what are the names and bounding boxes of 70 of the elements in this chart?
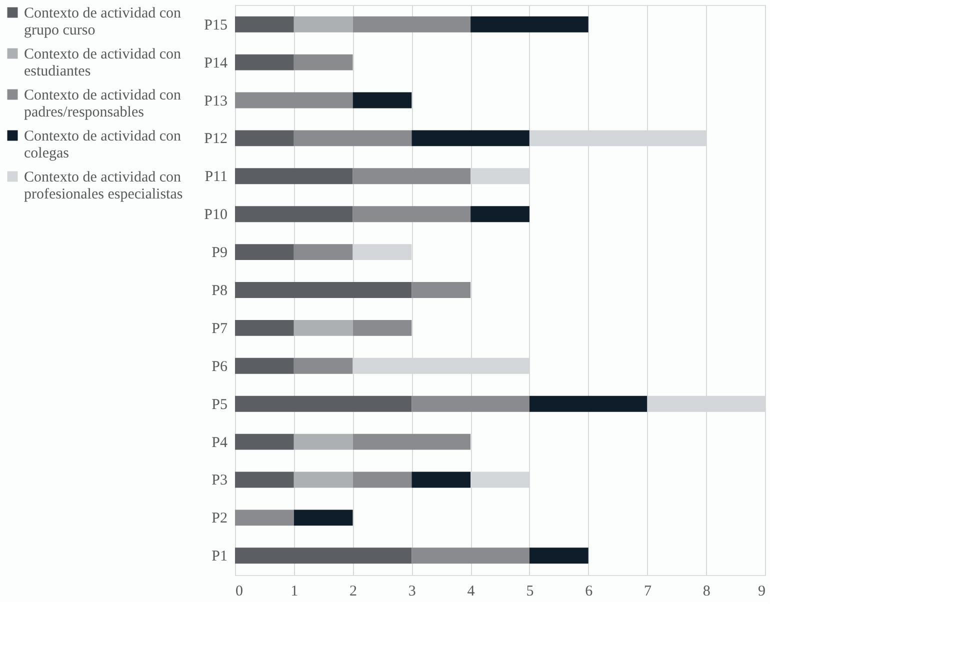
y-tick-label: P15 bbox=[204, 17, 228, 34]
legend-label: Contexto de actividad con colegas bbox=[24, 128, 182, 162]
bar bbox=[470, 16, 588, 32]
x-tick-label: 6 bbox=[585, 584, 594, 600]
bar bbox=[294, 510, 353, 526]
bar bbox=[235, 548, 412, 564]
x-tick-label: 5 bbox=[526, 584, 534, 600]
bar bbox=[352, 472, 412, 488]
y-tick-label: P4 bbox=[212, 434, 228, 451]
x-tick-label: 9 bbox=[758, 584, 766, 600]
bar bbox=[235, 206, 353, 222]
bar bbox=[529, 548, 588, 564]
bar bbox=[294, 16, 353, 32]
bar bbox=[235, 320, 294, 336]
legend-label: Contexto de actividad con estudiantes bbox=[24, 46, 182, 80]
bar bbox=[529, 396, 648, 412]
bar bbox=[294, 320, 353, 336]
bar bbox=[235, 16, 294, 32]
y-tick-label: P3 bbox=[212, 472, 228, 489]
bar bbox=[412, 548, 530, 564]
legend-label: Contexto de actividad con padres/responsables bbox=[24, 88, 182, 120]
x-tick-label: 2 bbox=[350, 584, 358, 600]
y-tick-label: P5 bbox=[212, 396, 228, 413]
legend-label: Contexto de actividad con profesionales especialistas bbox=[24, 170, 183, 202]
x-tick-label: 1 bbox=[290, 584, 298, 600]
bar bbox=[235, 472, 294, 488]
bar bbox=[235, 396, 412, 412]
y-tick-label: P13 bbox=[204, 93, 228, 110]
bar bbox=[412, 472, 471, 488]
bar bbox=[352, 92, 412, 108]
bar bbox=[294, 472, 353, 488]
bar bbox=[352, 320, 412, 336]
y-tick-label: P9 bbox=[212, 245, 228, 262]
y-tick-label: P7 bbox=[212, 320, 228, 337]
bar bbox=[235, 130, 294, 146]
bar bbox=[235, 244, 294, 260]
bar bbox=[235, 434, 294, 450]
y-tick-label: P10 bbox=[204, 207, 228, 224]
x-tick-label: 8 bbox=[702, 584, 710, 600]
legend-label: Contexto de actividad con grupo curso bbox=[24, 6, 182, 38]
y-tick-label: P12 bbox=[204, 131, 228, 148]
bar bbox=[294, 244, 353, 260]
bar bbox=[294, 358, 353, 374]
y-tick-label: P2 bbox=[212, 510, 228, 527]
x-tick-label: 0 bbox=[236, 584, 243, 600]
bar bbox=[235, 358, 294, 374]
bar bbox=[412, 282, 471, 298]
bar bbox=[412, 396, 530, 412]
bar bbox=[470, 206, 530, 222]
y-tick-label: P14 bbox=[204, 55, 228, 72]
bar bbox=[235, 168, 353, 184]
bar bbox=[235, 282, 412, 298]
x-tick-label: 7 bbox=[644, 584, 652, 600]
x-tick-label: 4 bbox=[467, 584, 476, 600]
y-tick-label: P6 bbox=[212, 358, 228, 375]
y-tick-label: P11 bbox=[204, 169, 228, 186]
x-tick-label: 3 bbox=[408, 584, 416, 600]
bar bbox=[412, 130, 530, 146]
bar bbox=[235, 54, 294, 70]
bar bbox=[294, 130, 412, 146]
bar bbox=[235, 510, 294, 526]
y-tick-label: P8 bbox=[212, 283, 228, 299]
bar bbox=[294, 54, 353, 70]
bar bbox=[352, 168, 471, 184]
bar bbox=[352, 16, 471, 32]
bar bbox=[352, 434, 471, 450]
y-tick-label: P1 bbox=[212, 548, 228, 565]
bar bbox=[235, 92, 353, 108]
bar bbox=[294, 434, 353, 450]
bar bbox=[352, 206, 471, 222]
